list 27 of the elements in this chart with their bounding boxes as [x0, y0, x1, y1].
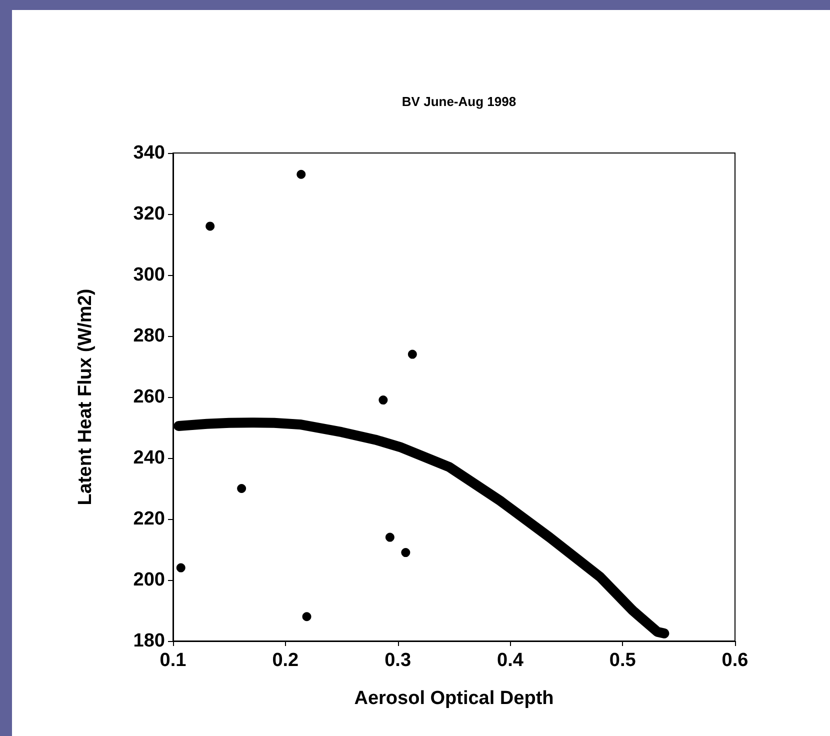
point	[206, 222, 215, 231]
point	[302, 612, 312, 622]
x-tick-label: 0.1	[160, 650, 187, 671]
y-tick-label: 300	[133, 264, 165, 286]
y-tick-label: 200	[133, 570, 165, 590]
point	[408, 350, 417, 359]
y-tick-label: 260	[133, 386, 165, 408]
y-tick-label: 320	[133, 204, 165, 224]
y-tick-label: 280	[133, 326, 165, 346]
chart-title: BV June-Aug 1998	[402, 94, 516, 109]
x-tick-label: 0.6	[722, 650, 748, 671]
point	[385, 532, 394, 542]
y-tick-label: 220	[133, 508, 165, 530]
y-tick-label: 340	[133, 142, 165, 164]
point	[378, 396, 388, 405]
x-tick-label: 0.3	[384, 650, 412, 671]
point	[237, 484, 246, 493]
x-axis-title: Aerosol Optical Depth	[354, 688, 554, 709]
point	[401, 548, 410, 558]
y-tick-label: 180	[133, 630, 165, 652]
point	[296, 170, 306, 179]
x-tick-label: 0.2	[272, 650, 299, 671]
y-tick-label: 240	[133, 448, 165, 468]
point	[176, 563, 186, 572]
x-tick-label: 0.5	[609, 650, 636, 671]
y-axis-title: Latent Heat Flux (W/m2)	[75, 288, 96, 506]
x-tick-label: 0.4	[496, 650, 524, 671]
